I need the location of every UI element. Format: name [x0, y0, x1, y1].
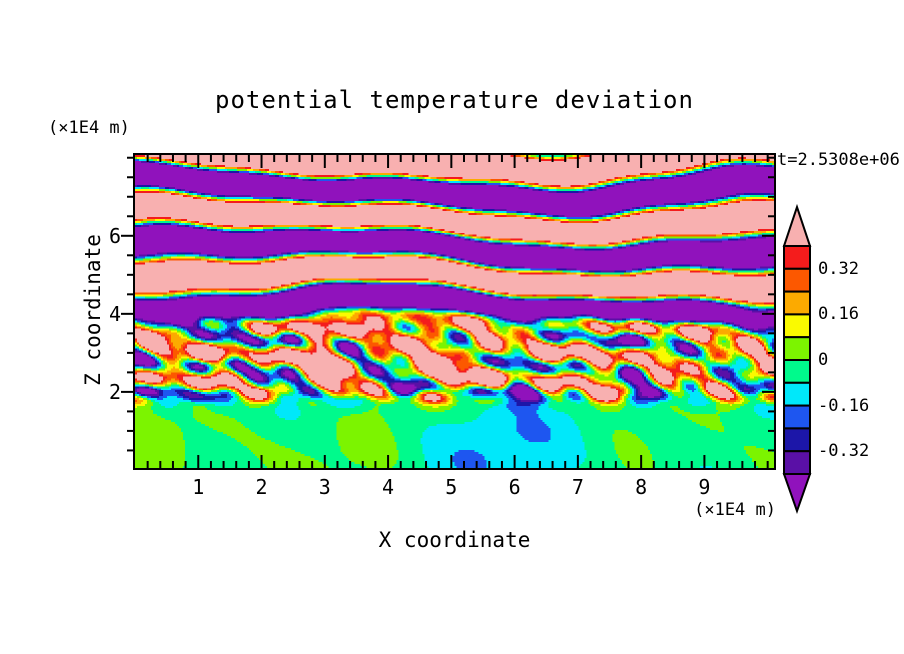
colorbar-segment — [783, 450, 811, 476]
x-tick-label: 3 — [318, 475, 331, 499]
x-tick-label: 1 — [192, 475, 205, 499]
colorbar-segment — [783, 359, 811, 384]
colorbar — [782, 203, 812, 515]
colorbar-segment — [783, 313, 811, 339]
x-axis-unit-label: (×1E4 m) — [694, 500, 776, 520]
colorbar-label: 0.16 — [818, 304, 859, 325]
colorbar-segment — [783, 290, 811, 316]
x-tick-label: 8 — [635, 475, 648, 499]
x-tick-label: 4 — [382, 475, 395, 499]
contour-field-canvas — [135, 155, 774, 468]
colorbar-segment — [783, 245, 811, 270]
colorbar-segment — [783, 404, 811, 430]
y-axis-label: Z coordinate — [81, 234, 105, 386]
colorbar-label: -0.32 — [818, 441, 870, 462]
plot-title: potential temperature deviation — [215, 86, 694, 114]
plot-frame — [133, 153, 776, 470]
x-tick-label: 5 — [445, 475, 458, 499]
colorbar-segment — [783, 427, 811, 453]
axis-ticks — [121, 155, 774, 468]
colorbar-down-arrow-icon — [782, 473, 812, 515]
x-axis-label: X coordinate — [378, 528, 531, 552]
colorbar-label: 0.32 — [818, 258, 859, 279]
colorbar-up-arrow-icon — [782, 203, 812, 247]
colorbar-segment — [783, 336, 811, 362]
colorbar-segment — [783, 267, 811, 293]
colorbar-label: -0.16 — [818, 395, 870, 416]
x-tick-label: 6 — [508, 475, 521, 499]
y-tick-label: 4 — [108, 301, 121, 326]
x-tick-label: 7 — [571, 475, 584, 499]
y-axis-unit-label: (×1E4 m) — [48, 118, 130, 138]
x-tick-label: 2 — [255, 475, 268, 499]
colorbar-label: 0 — [818, 350, 829, 370]
x-tick-label: 9 — [698, 475, 711, 499]
y-tick-label: 2 — [108, 379, 121, 404]
timestamp-label: t=2.5308e+06 — [777, 150, 900, 170]
colorbar-segment — [783, 381, 811, 407]
y-tick-label: 6 — [108, 223, 121, 248]
